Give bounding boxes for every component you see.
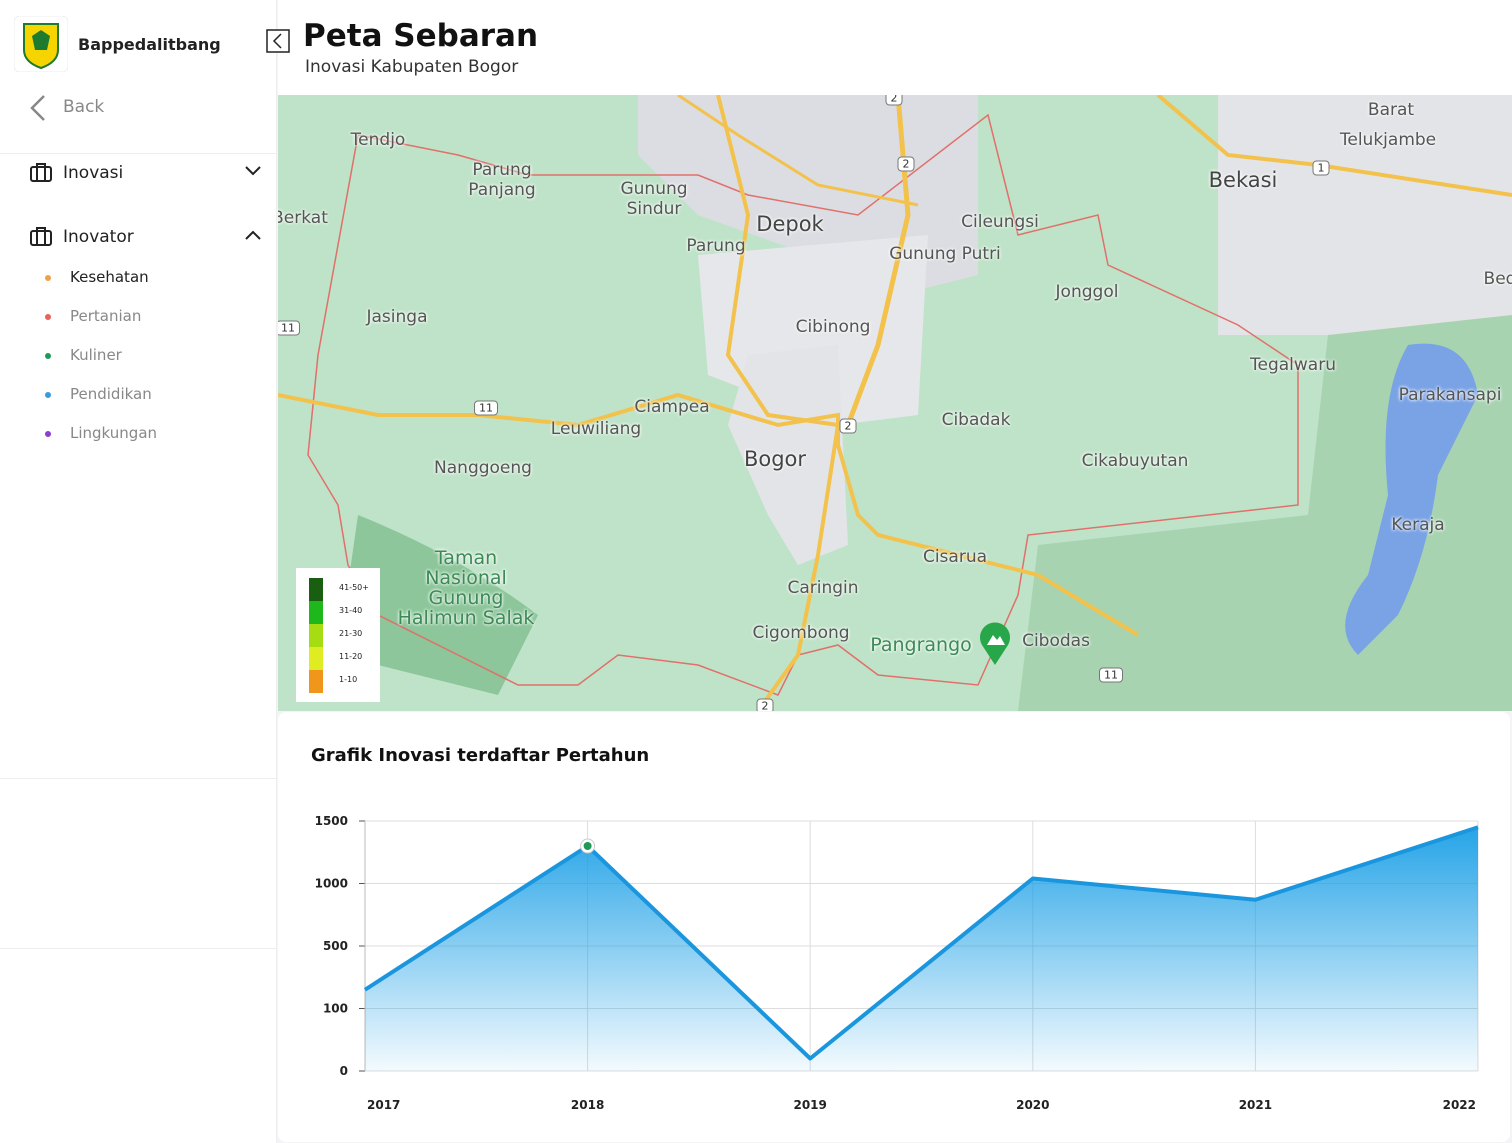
back-icon[interactable]: [28, 94, 48, 122]
place-label: Gunung Putri: [889, 244, 1001, 264]
collapse-button[interactable]: [266, 29, 290, 53]
road-shield: 2: [756, 698, 774, 711]
category-link[interactable]: Lingkungan: [70, 424, 158, 442]
page-subtitle: Inovasi Kabupaten Bogor: [305, 57, 519, 77]
place-label: Bogor: [743, 447, 807, 471]
brand: Bappedalitbang: [78, 35, 221, 54]
category-dot: [45, 275, 51, 281]
menu-icon: [30, 163, 52, 182]
place-label: Cigombong: [752, 623, 850, 643]
y-tick-label: 0: [340, 1064, 348, 1078]
y-tick-label: 100: [323, 1002, 348, 1016]
chevron[interactable]: [244, 164, 262, 178]
place-label: Gunung Sindur: [620, 179, 688, 219]
place-label: Bekasi: [1208, 168, 1278, 192]
place-label: Keraja: [1391, 515, 1445, 535]
place-label: Berkat: [278, 208, 328, 228]
menu-item[interactable]: Inovasi: [63, 163, 124, 183]
legend-swatch: [309, 601, 323, 624]
map-pin[interactable]: [978, 621, 1012, 667]
menu-icon: [30, 227, 52, 246]
place-label: Jonggol: [1055, 282, 1119, 302]
header: Peta Sebaran Inovasi Kabupaten Bogor: [266, 0, 1512, 95]
place-label: Nanggoeng: [434, 458, 532, 478]
x-tick-label: 2020: [1016, 1098, 1049, 1112]
place-label: Taman Nasional Gunung Halimun Salak: [397, 547, 535, 629]
place-label: Parung: [686, 236, 746, 256]
category-dot: [45, 392, 51, 398]
road-shield: 2: [897, 156, 915, 172]
category-link[interactable]: Pertanian: [70, 307, 142, 325]
line: [363, 825, 1479, 1061]
back-link[interactable]: Back: [63, 97, 105, 117]
category-dot: [45, 431, 51, 437]
map-shapes: [278, 95, 1512, 711]
chevron[interactable]: [244, 228, 262, 242]
category-link[interactable]: Kesehatan: [70, 268, 149, 286]
place-label: Pangrango: [870, 634, 972, 656]
legend-label: 31-40: [339, 606, 363, 615]
menu-item[interactable]: Inovator: [63, 227, 134, 247]
place-label: Cisarua: [922, 547, 988, 567]
place-label: Bed: [1483, 269, 1512, 289]
place-label: Ciampea: [634, 397, 710, 417]
area: [365, 827, 1478, 1071]
category-link[interactable]: Kuliner: [70, 346, 122, 364]
y-tick-label: 1000: [315, 877, 348, 891]
place-label: Cikabuyutan: [1081, 451, 1189, 471]
x-tick-label: 2022: [1443, 1098, 1476, 1112]
place-label: Tendjo: [350, 130, 406, 150]
chart-title: Grafik Inovasi terdaftar Pertahun: [311, 745, 650, 766]
place-label: Parakansapi: [1398, 385, 1502, 405]
y-tick-label: 500: [323, 939, 348, 953]
chart-card: Grafik Inovasi terdaftar Pertahun 0 100 50…: [278, 712, 1510, 1142]
legend-swatch: [309, 624, 323, 647]
sidebar: Bappedalitbang Back Inovasi Inovator Kes…: [0, 0, 277, 1143]
legend-swatch: [309, 578, 323, 601]
road-shield: 2: [885, 95, 903, 106]
place-label: Depok: [756, 212, 824, 236]
road-shield: 11: [474, 400, 498, 416]
legend-label: 11-20: [339, 652, 363, 661]
road-shield: 2: [839, 418, 857, 434]
x-tick-label: 2021: [1239, 1098, 1272, 1112]
category-dot: [45, 353, 51, 359]
page-title: Peta Sebaran: [303, 18, 539, 54]
place-label: Cileungsi: [961, 212, 1039, 232]
x-tick-label: 2017: [367, 1098, 400, 1112]
place-label: Leuwiliang: [550, 419, 642, 439]
map[interactable]: Tendjo Parung Panjang Gunung Sindur Depok Pa…: [278, 95, 1512, 711]
place-label: Telukjambe: [1339, 130, 1437, 150]
place-label: Cibadak: [941, 410, 1011, 430]
category-dot: [45, 314, 51, 320]
place-label: Cibinong: [795, 317, 871, 337]
legend-swatch: [309, 670, 323, 693]
x-tick-label: 2019: [793, 1098, 826, 1112]
map-legend: 41-50+ 31-40 21-30 11-20 1-10: [296, 568, 380, 702]
place-label: Cibodas: [1022, 631, 1090, 651]
x-tick-label: 2018: [571, 1098, 604, 1112]
road-shield: 1: [1312, 160, 1330, 176]
road-shield: 11: [278, 320, 300, 336]
y-tick-label: 1500: [315, 814, 348, 828]
chart: 0 100 500 1000 1500 2017 2018 2019 2020 2021 2022: [315, 814, 1479, 1112]
category-link[interactable]: Pendidikan: [70, 385, 152, 403]
legend-label: 1-10: [339, 675, 358, 684]
legend-label: 21-30: [339, 629, 363, 638]
legend-label: 41-50+: [339, 583, 369, 592]
highlight-dot: [583, 842, 592, 850]
place-label: Tegalwaru: [1250, 355, 1336, 375]
place-label: Barat: [1367, 100, 1415, 120]
legend-swatch: [309, 647, 323, 670]
logo: [14, 16, 68, 72]
road-shield: 11: [1099, 667, 1123, 683]
place-label: Parung Panjang: [468, 160, 536, 200]
place-label: Caringin: [787, 578, 859, 598]
place-label: Jasinga: [366, 307, 428, 327]
